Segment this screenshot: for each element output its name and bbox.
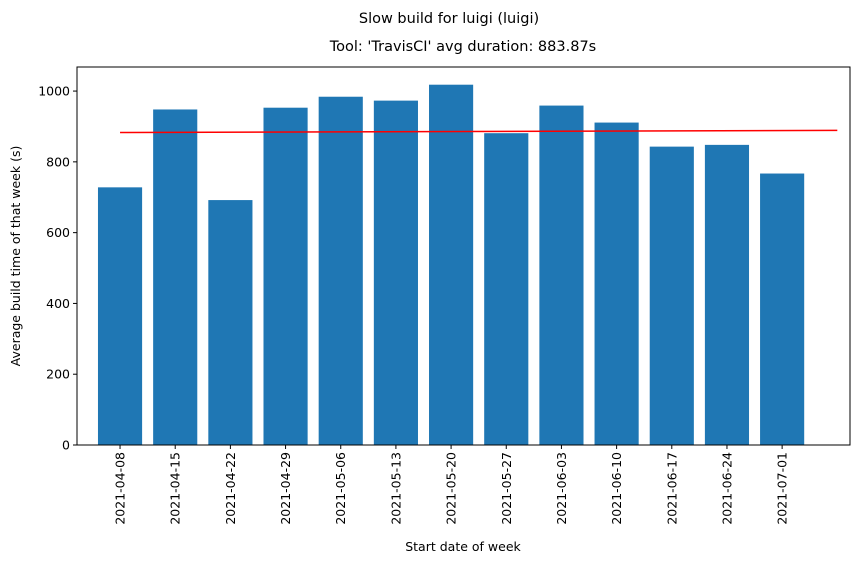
x-tick-label: 2021-04-29 [278,452,293,525]
x-tick-label: 2021-04-22 [223,452,238,525]
x-tick-label: 2021-04-15 [168,452,183,525]
y-tick-label: 400 [46,296,70,311]
trend-group [120,129,838,134]
x-tick-label: 2021-06-10 [609,452,624,525]
y-tick-label: 800 [46,154,70,169]
x-axis-label: Start date of week [405,539,521,554]
y-tick-label: 200 [46,367,70,382]
x-tick-label: 2021-06-03 [554,452,569,525]
bar-2021-04-29 [263,107,308,445]
bar-2021-05-06 [318,96,363,445]
x-tick-label: 2021-05-13 [388,452,403,525]
x-tick-label: 2021-06-17 [664,452,679,525]
x-tick-label: 2021-07-01 [775,452,790,525]
chart-suptitle: Slow build for luigi (luigi) [359,11,539,27]
bar-2021-04-15 [153,109,198,445]
y-tick-label: 0 [62,438,70,453]
bar-2021-04-22 [208,200,253,445]
bar-2021-04-08 [97,187,143,445]
x-tick-label: 2021-06-24 [719,452,734,525]
bar-2021-06-03 [539,105,584,445]
bar-2021-06-17 [649,146,694,445]
y-tick-label: 1000 [38,84,70,99]
y-axis-label: Average build time of that week (s) [8,146,23,367]
bar-2021-06-10 [594,122,639,445]
bars-group [97,84,805,446]
x-axis: 2021-04-08 2021-04-15 2021-04-22 2021-04-29… [113,445,790,525]
trend-line [120,129,838,134]
plot-frame [76,66,851,446]
bar-2021-07-01 [760,173,805,445]
chart-title: Tool: 'TravisCI' avg duration: 883.87s [329,39,596,55]
bar-2021-06-24 [704,144,750,445]
bar-2021-05-20 [429,84,474,445]
x-tick-label: 2021-05-06 [333,452,348,525]
y-axis: 0 200 400 600 800 1000 [38,84,77,453]
bar-2021-05-27 [484,133,529,445]
x-tick-label: 2021-05-27 [499,452,514,525]
y-tick-label: 600 [46,225,70,240]
x-tick-label: 2021-05-20 [444,452,459,525]
bar-2021-05-13 [373,100,418,446]
x-tick-label: 2021-04-08 [113,452,128,525]
